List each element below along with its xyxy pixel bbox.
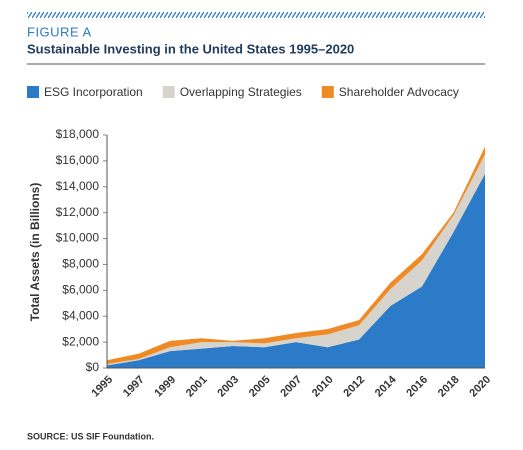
y-tick-label: $14,000 <box>56 179 100 193</box>
figure-label: FIGURE A <box>27 24 92 39</box>
x-tick-label: 2001 <box>184 374 210 400</box>
decor-stripe <box>27 12 485 18</box>
x-tick-label: 1995 <box>89 374 115 400</box>
legend-swatch <box>321 86 334 98</box>
x-tick-label: 2020 <box>467 374 493 400</box>
y-tick-label: $6,000 <box>62 283 99 297</box>
area <box>107 173 485 368</box>
y-tick-label: $4,000 <box>62 308 99 322</box>
y-tick-label: $0 <box>86 360 100 374</box>
x-tick-label: 2016 <box>404 374 430 400</box>
x-tick-label: 1997 <box>121 374 147 400</box>
x-tick-label: 2007 <box>278 374 304 400</box>
x-tick-label: 2012 <box>341 374 367 400</box>
y-tick-label: $2,000 <box>62 334 99 348</box>
y-tick-label: $18,000 <box>56 127 100 141</box>
legend-label: Overlapping Strategies <box>180 85 302 99</box>
x-tick-label: 1999 <box>152 374 178 400</box>
x-tick-label: 2003 <box>215 374 241 400</box>
x-tick-label: 2005 <box>247 374 273 400</box>
x-tick-label: 2018 <box>436 374 462 400</box>
y-tick-label: $8,000 <box>62 257 99 271</box>
y-axis-label: Total Assets (in Billions) <box>28 183 42 322</box>
x-tick-label: 2010 <box>310 374 336 400</box>
legend-label: Shareholder Advocacy <box>339 85 459 99</box>
source: SOURCE: US SIF Foundation. <box>27 431 154 441</box>
y-tick-label: $10,000 <box>56 231 100 245</box>
legend-label: ESG Incorporation <box>44 85 143 99</box>
chart-title: Sustainable Investing in the United Stat… <box>27 41 354 56</box>
x-tick-label: 2014 <box>373 373 399 399</box>
legend-swatch <box>27 86 39 98</box>
y-tick-label: $16,000 <box>56 153 100 167</box>
legend-swatch <box>162 86 175 98</box>
y-tick-label: $12,000 <box>56 205 100 219</box>
